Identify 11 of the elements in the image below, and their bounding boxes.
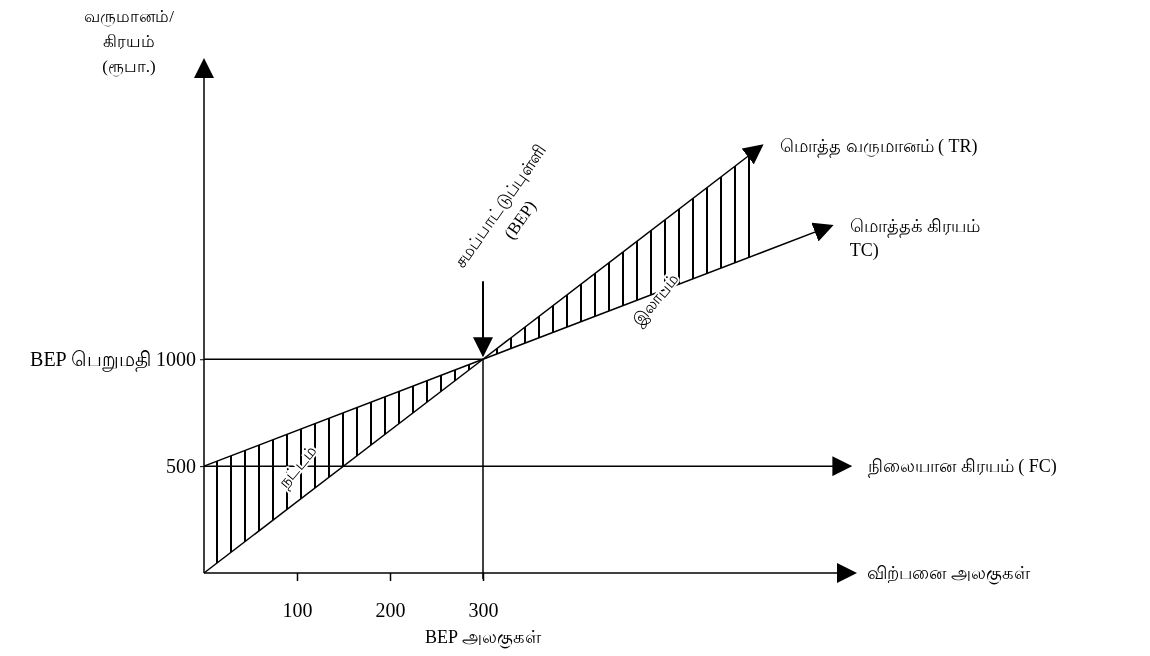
- y-tick-label: BEP பெறுமதி 1000: [30, 348, 196, 373]
- y-tick-label: 500: [166, 455, 196, 478]
- series-label: மொத்தக் கிரயம் TC): [849, 215, 981, 261]
- x-tick-label: 300: [468, 599, 499, 622]
- series-label: மொத்த வருமானம் ( TR): [780, 135, 978, 158]
- x-axis-title: விற்பனை அலகுகள்: [867, 563, 1031, 585]
- series-label: நிலையான கிரயம் ( FC): [868, 456, 1057, 479]
- text: BEP அலகுகள்: [425, 627, 542, 649]
- y-axis-title: வருமானம்/ கிரயம் (ரூபா.): [84, 7, 175, 77]
- x-tick-label: 200: [375, 599, 406, 622]
- x-tick-label: 100: [282, 599, 313, 622]
